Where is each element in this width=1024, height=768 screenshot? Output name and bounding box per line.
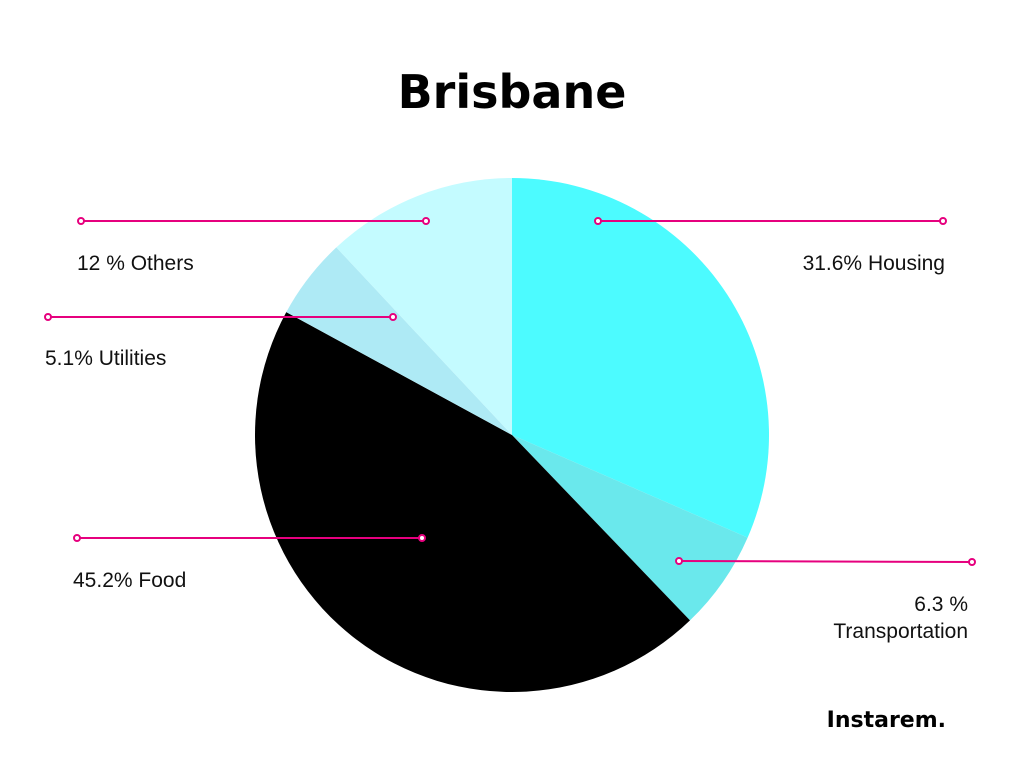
leader-lines — [44, 217, 976, 566]
leader-others — [77, 217, 430, 225]
brand-logo: Instarem. — [827, 708, 946, 733]
data-label-housing: 31.6% Housing — [803, 252, 945, 275]
pie-slice-others — [336, 178, 512, 435]
pie-slices — [254, 178, 770, 693]
leader-utilities — [44, 313, 397, 321]
leader-transportation — [675, 557, 976, 566]
pie-slice-food — [254, 312, 690, 693]
pie-slice-housing — [512, 178, 770, 538]
data-label-utilities: 5.1% Utilities — [45, 347, 166, 370]
leader-food — [73, 534, 426, 542]
chart-title: Brisbane — [398, 65, 627, 119]
data-label-food: 45.2% Food — [73, 569, 186, 592]
data-label-transportation-name: Transportation — [833, 620, 968, 643]
pie-slice-utilities — [286, 247, 512, 435]
pie-slice-transportation — [512, 435, 748, 621]
data-label-others: 12 % Others — [77, 252, 194, 275]
leader-housing — [594, 217, 947, 225]
data-label-transportation-value: 6.3 % — [914, 593, 968, 616]
